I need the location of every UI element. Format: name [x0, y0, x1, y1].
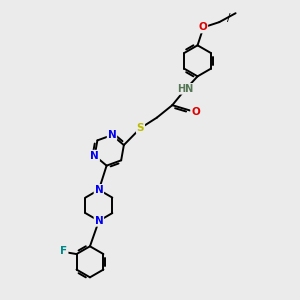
Text: N: N — [94, 216, 103, 226]
Text: S: S — [137, 123, 144, 133]
Text: O: O — [199, 22, 207, 32]
Text: N: N — [90, 151, 99, 161]
Text: N: N — [94, 185, 103, 195]
Text: N: N — [108, 130, 116, 140]
Text: F: F — [61, 246, 68, 256]
Text: /: / — [227, 13, 230, 23]
Text: HN: HN — [178, 84, 194, 94]
Text: O: O — [191, 107, 200, 117]
